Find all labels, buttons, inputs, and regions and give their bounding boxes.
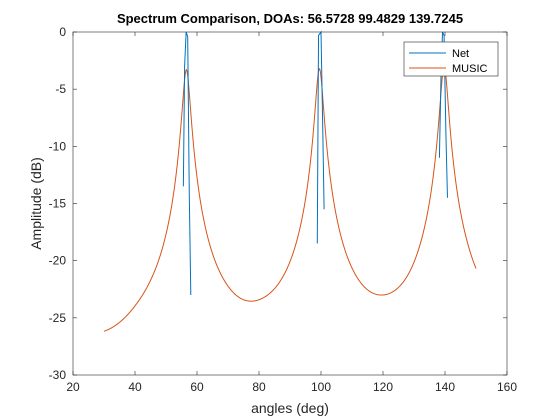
chart-title: Spectrum Comparison, DOAs: 56.5728 99.48… [117, 11, 463, 26]
y-tick-label: -10 [49, 139, 67, 153]
x-axis-ticks: 20 40 60 80 100 120 140 160 [66, 32, 517, 394]
x-tick-label: 160 [497, 380, 517, 394]
legend-box [403, 41, 499, 77]
x-tick-label: 120 [373, 380, 393, 394]
y-tick-label: -15 [49, 197, 67, 211]
x-tick-label: 60 [190, 380, 204, 394]
y-tick-label: -30 [49, 368, 67, 382]
y-tick-label: -25 [49, 311, 67, 325]
x-tick-label: 140 [435, 380, 455, 394]
x-axis-label: angles (deg) [251, 400, 329, 416]
plot-axes [73, 32, 507, 375]
y-tick-label: 0 [59, 25, 66, 39]
y-tick-label: -20 [49, 254, 67, 268]
series-lines [103, 30, 477, 332]
plot-frame [72, 31, 508, 376]
x-tick-label: 40 [128, 380, 142, 394]
legend-label-music: MUSIC [452, 63, 488, 75]
plot-area [73, 32, 507, 375]
x-tick-label: 20 [66, 380, 80, 394]
net-series-line [438, 31, 448, 198]
net-series-line [182, 31, 192, 295]
x-tick-label: 100 [311, 380, 331, 394]
music-series-line [103, 65, 477, 332]
y-tick-label: -5 [55, 82, 66, 96]
legend: Net MUSIC [403, 41, 499, 77]
y-axis-ticks: 0 -5 -10 -15 -20 -25 -30 [49, 25, 507, 382]
legend-label-net: Net [452, 48, 469, 60]
x-tick-label: 80 [252, 380, 266, 394]
y-axis-label: Amplitude (dB) [28, 157, 44, 250]
